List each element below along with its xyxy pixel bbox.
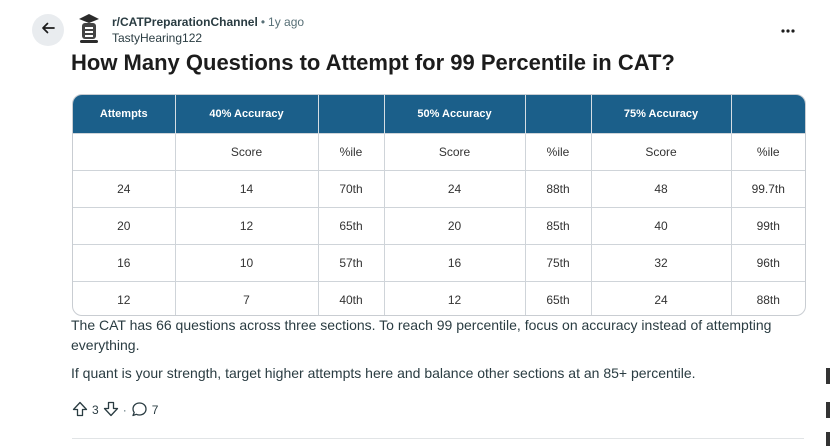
table-cell: 24 <box>590 281 731 315</box>
table-header-row: Attempts 40% Accuracy 50% Accuracy 75% A… <box>73 95 805 134</box>
more-options-icon <box>780 21 796 39</box>
post-age: 1y ago <box>268 15 305 29</box>
post-title: How Many Questions to Attempt for 99 Per… <box>71 50 675 75</box>
post-divider <box>72 438 804 439</box>
header-40-accuracy: 40% Accuracy <box>174 95 318 134</box>
edge-scroll-marker <box>826 368 830 384</box>
table-cell: 24 <box>383 170 525 208</box>
table-cell: Score <box>174 133 318 171</box>
table-cell: 57th <box>317 244 384 282</box>
table-cell: 10 <box>174 244 318 282</box>
table-cell: 99.7th <box>730 170 805 208</box>
community-avatar-icon <box>76 12 102 49</box>
header-blank <box>317 95 384 134</box>
table-cell: 32 <box>590 244 731 282</box>
table-cell: 96th <box>730 244 805 282</box>
edge-scroll-marker <box>826 432 830 446</box>
table-cell: 88th <box>730 281 805 315</box>
table-cell: %ile <box>730 133 805 171</box>
header-blank <box>730 95 805 134</box>
table-cell: Score <box>590 133 731 171</box>
post-body-paragraph-2: If quant is your strength, target higher… <box>71 365 696 381</box>
table-cell: 12 <box>383 281 525 315</box>
table-cell: 85th <box>524 207 591 245</box>
actions-separator: · <box>122 403 127 417</box>
upvote-icon <box>72 401 88 420</box>
percentile-table: Attempts 40% Accuracy 50% Accuracy 75% A… <box>73 95 805 315</box>
table-cell: 88th <box>524 170 591 208</box>
table-cell: 40 <box>590 207 731 245</box>
table-cell: 65th <box>524 281 591 315</box>
table-cell: 70th <box>317 170 384 208</box>
comment-icon <box>131 401 148 420</box>
table-cell: 12 <box>174 207 318 245</box>
table-row: 20 12 65th 20 85th 40 99th <box>73 207 805 245</box>
community-name[interactable]: r/CATPreparationChannel <box>112 15 258 29</box>
table-cell: 20 <box>73 207 175 245</box>
table-row: 12 7 40th 12 65th 24 88th <box>73 281 805 315</box>
header-attempts: Attempts <box>73 95 175 134</box>
post-image-table[interactable]: Attempts 40% Accuracy 50% Accuracy 75% A… <box>72 94 806 316</box>
vote-count: 3 <box>92 403 99 417</box>
post-author[interactable]: TastyHearing122 <box>112 31 203 45</box>
post-actions: 3 · 7 <box>72 400 158 420</box>
table-cell: 65th <box>317 207 384 245</box>
table-subheader-row: Score %ile Score %ile Score %ile <box>73 133 805 171</box>
header-50-accuracy: 50% Accuracy <box>383 95 525 134</box>
table-cell: 99th <box>730 207 805 245</box>
downvote-icon <box>103 401 119 420</box>
header-75-accuracy: 75% Accuracy <box>590 95 731 134</box>
downvote-button[interactable] <box>103 401 119 420</box>
community-avatar[interactable] <box>76 12 102 49</box>
table-cell: 16 <box>383 244 525 282</box>
edge-scroll-marker <box>826 402 830 418</box>
comments-button[interactable]: 7 <box>131 401 159 420</box>
table-cell: 16 <box>73 244 175 282</box>
table-cell: 20 <box>383 207 525 245</box>
meta-separator: • <box>260 15 266 29</box>
table-cell: Score <box>383 133 525 171</box>
table-cell: 14 <box>174 170 318 208</box>
comment-count: 7 <box>151 403 159 417</box>
table-row: 16 10 57th 16 75th 32 96th <box>73 244 805 282</box>
table-cell: 12 <box>73 281 175 315</box>
table-cell: 40th <box>317 281 384 315</box>
header-blank <box>524 95 591 134</box>
table-cell: 24 <box>73 170 175 208</box>
post-body-paragraph-1: The CAT has 66 questions across three se… <box>71 317 772 353</box>
post-meta: r/CATPreparationChannel • 1y ago TastyHear… <box>112 14 304 46</box>
table-cell: 7 <box>174 281 318 315</box>
table-row: 24 14 70th 24 88th 48 99.7th <box>73 170 805 208</box>
table-cell: %ile <box>317 133 384 171</box>
more-options-button[interactable] <box>772 20 804 40</box>
table-cell: 75th <box>524 244 591 282</box>
back-button[interactable] <box>32 14 64 46</box>
table-cell <box>73 133 175 171</box>
upvote-button[interactable] <box>72 401 88 420</box>
back-arrow-icon <box>40 20 56 41</box>
table-cell: %ile <box>524 133 591 171</box>
table-cell: 48 <box>590 170 731 208</box>
